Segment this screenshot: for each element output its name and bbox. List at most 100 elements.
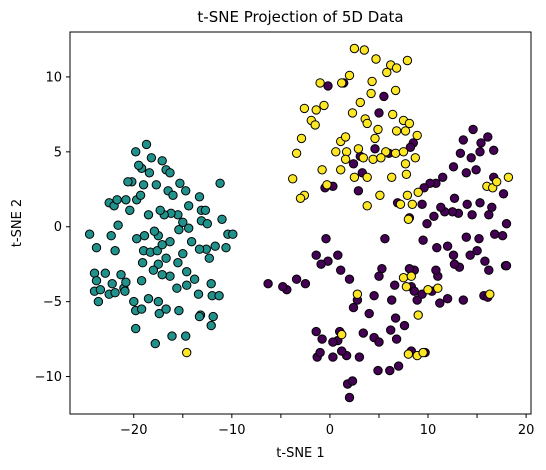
scatter-point [295, 193, 306, 204]
scatter-point [353, 186, 364, 196]
scatter-point [412, 295, 422, 305]
scatter-point [390, 280, 400, 290]
scatter-point [299, 103, 310, 114]
scatter-point [448, 250, 459, 260]
scatter-point [353, 144, 364, 154]
scatter-point [474, 234, 484, 244]
scatter-point [462, 199, 472, 210]
scatter-point [194, 192, 205, 202]
scatter-point [385, 365, 395, 376]
scatter-point [136, 304, 147, 314]
scatter-point [386, 325, 396, 335]
scatter-point [174, 305, 184, 316]
scatter-point [182, 267, 192, 277]
scatter-point [412, 130, 422, 141]
scatter-point [400, 159, 411, 169]
scatter-point [206, 279, 216, 289]
scatter-point [370, 144, 380, 154]
scatter-point [433, 283, 443, 293]
scatter-point [402, 190, 413, 201]
scatter-point [403, 349, 414, 359]
scatter-point [390, 85, 401, 96]
scatter-point [182, 347, 192, 358]
scatter-point [106, 231, 116, 241]
scatter-point [189, 274, 200, 284]
scatter-point [138, 180, 149, 190]
scatter-point [401, 169, 412, 180]
scatter-point [388, 109, 398, 120]
scatter-point [165, 271, 175, 281]
scatter-point [228, 229, 238, 239]
scatter-point [153, 259, 164, 269]
scatter-point [146, 153, 157, 163]
scatter-point [152, 246, 163, 256]
scatter-point [182, 280, 192, 290]
scatter-point [503, 172, 514, 183]
scatter-point [422, 219, 432, 229]
scatter-point [194, 311, 205, 322]
scatter-point [485, 289, 495, 299]
scatter-point [402, 55, 413, 66]
scatter-point [131, 147, 141, 157]
scatter-point [143, 210, 154, 220]
scatter-point [91, 243, 102, 253]
scatter-point [391, 126, 402, 136]
scatter-point [366, 88, 376, 99]
scatter-point [121, 277, 131, 287]
scatter-point [344, 70, 355, 81]
scatter-point [375, 190, 385, 201]
scatter-point [349, 43, 360, 54]
scatter-point [323, 81, 333, 91]
scatter-point [340, 132, 351, 142]
scatter-point [221, 243, 231, 253]
scatter-point [317, 165, 327, 175]
scatter-point [337, 78, 347, 88]
scatter-point [475, 147, 485, 157]
scatter-point [501, 219, 512, 229]
scatter-point [172, 283, 182, 293]
scatter-point [157, 240, 167, 250]
scatter-point [373, 124, 383, 135]
scatter-point [461, 168, 471, 178]
scatter-point [322, 180, 332, 190]
scatter-point [112, 195, 122, 205]
scatter-point [404, 118, 415, 129]
scatter-point [387, 172, 397, 183]
scatter-point [328, 337, 338, 347]
x-tick-label: −20 [120, 423, 147, 438]
scatter-point [429, 211, 439, 222]
scatter-point [107, 279, 117, 289]
scatter-point [331, 147, 341, 157]
scatter-point [399, 320, 410, 331]
scatter-point [492, 177, 502, 187]
scatter-point [406, 271, 416, 281]
scatter-point [362, 118, 372, 129]
scatter-point [153, 296, 164, 307]
scatter-point [407, 199, 417, 210]
scatter-point [93, 296, 104, 307]
y-tick-label: 0 [54, 220, 62, 235]
plot-frame [69, 31, 532, 415]
scatter-point [336, 165, 346, 175]
scatter-point [436, 202, 446, 213]
scatter-point [449, 259, 460, 269]
scatter-point [144, 168, 155, 178]
scatter-point [348, 302, 359, 313]
scatter-point [184, 201, 194, 211]
scatter-point [468, 124, 478, 135]
scatter-point [337, 346, 347, 356]
scatter-point [315, 78, 325, 88]
scatter-point [263, 279, 273, 289]
scatter-point [381, 147, 391, 157]
scatter-point [100, 268, 111, 278]
scatter-point [131, 323, 141, 334]
scatter-point [359, 45, 369, 55]
scatter-point [398, 147, 409, 157]
scatter-point [431, 265, 441, 275]
scatter-point [374, 337, 384, 347]
scatter-point [174, 225, 184, 235]
scatter-point [184, 223, 194, 233]
scatter-point [374, 271, 384, 281]
scatter-point [210, 241, 220, 251]
scatter-point [418, 235, 428, 245]
